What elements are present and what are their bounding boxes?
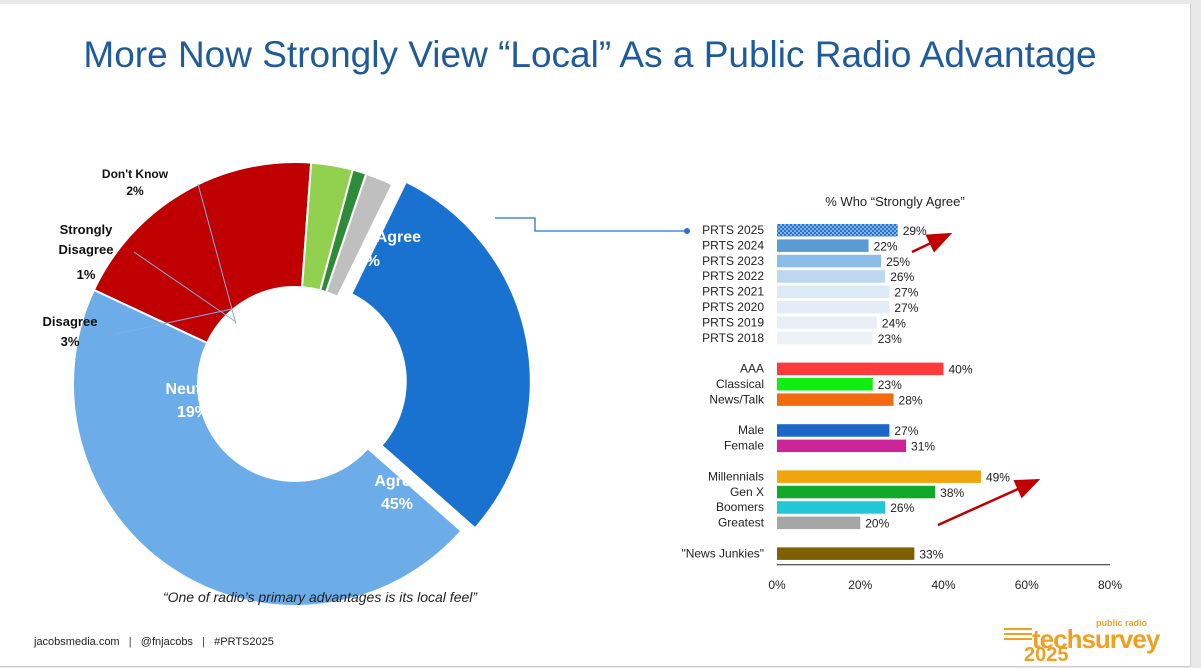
- donut-value-agree: 45%: [381, 496, 413, 513]
- footer-site: jacobsmedia.com: [34, 636, 120, 648]
- bar-prts-2022: [777, 270, 886, 283]
- bar-label-female: Female: [724, 439, 764, 453]
- bar-x-tick-label: 20%: [848, 578, 872, 592]
- bar-male: [777, 424, 890, 437]
- bar-prts-2019: [777, 316, 877, 329]
- bar-label-prts-2022: PRTS 2022: [702, 269, 764, 283]
- connector-line: [495, 217, 687, 232]
- logo-speed-lines: [1004, 628, 1032, 648]
- donut-value-don-t-know: 2%: [126, 184, 144, 198]
- donut-value-neutral: 19%: [177, 404, 209, 421]
- bar-classical: [777, 378, 873, 391]
- bar-label-gen-x: Gen X: [730, 485, 764, 499]
- bar-label-prts-2018: PRTS 2018: [702, 331, 764, 345]
- slide: More Now Strongly View “Local” As a Publ…: [0, 4, 1191, 667]
- footer-hashtag: #PRTS2025: [214, 636, 274, 648]
- bar-prts-2021: [777, 285, 890, 299]
- bar-female: [777, 439, 907, 453]
- bar-prts-2018: [777, 331, 873, 345]
- footer: jacobsmedia.com | @fnjacobs | #PRTS2025: [34, 636, 274, 648]
- bar-label-prts-2024: PRTS 2024: [702, 238, 764, 252]
- bar-gen-x: [777, 485, 936, 499]
- slide-title: More Now Strongly View “Local” As a Publ…: [83, 34, 1097, 75]
- bar-news-junkies: [777, 547, 915, 560]
- bar-value-greatest: 20%: [865, 517, 889, 531]
- bar-label-millennials: Millennials: [708, 469, 764, 483]
- donut-slice-don-t-know: [324, 172, 394, 299]
- bar-value-prts-2018: 23%: [878, 332, 902, 346]
- bar-value-prts-2021: 27%: [894, 286, 918, 300]
- bar-value-gen-x: 38%: [940, 486, 964, 500]
- bar-greatest: [777, 516, 861, 530]
- logo-year: 2025: [1024, 644, 1069, 666]
- bar-label-boomers: Boomers: [716, 500, 764, 514]
- bar-value-millennials: 49%: [986, 470, 1010, 484]
- connector-dot: [684, 228, 690, 234]
- donut-leader-line: [115, 308, 233, 335]
- logo-main-text: techsurvey: [1032, 624, 1160, 654]
- charts-canvas: Strongly Agree29%Agree45%Neutral19%Disag…: [43, 161, 1122, 607]
- donut-value-strongly-disagree: 1%: [77, 267, 96, 282]
- bar-chart: % Who “Strongly Agree” PRTS 2025 29% PRTS 2…: [495, 194, 1122, 592]
- donut-slice-strongly-agree: [349, 180, 532, 530]
- bar-x-tick-label: 0%: [768, 578, 786, 592]
- bar-label-male: Male: [738, 423, 764, 437]
- bar-value-classical: 23%: [878, 378, 902, 392]
- bar-value-prts-2020: 27%: [894, 301, 918, 315]
- bar-prts-2024: [777, 239, 869, 252]
- bar-prts-2025: [777, 224, 898, 237]
- footer-separator: |: [202, 636, 205, 648]
- bar-x-tick-label: 80%: [1098, 578, 1122, 592]
- donut-label-agree: Agree: [374, 473, 419, 490]
- bar-value-prts-2023: 25%: [886, 255, 910, 269]
- bar-value-prts-2024: 22%: [874, 239, 898, 253]
- footer-handle: @fnjacobs: [140, 636, 193, 648]
- bar-label-prts-2019: PRTS 2019: [702, 315, 764, 329]
- donut-label-strongly-disagree: Strongly: [60, 222, 113, 237]
- quote-caption: “One of radio’s primary advantages is it…: [162, 589, 478, 605]
- bar-boomers: [777, 501, 886, 514]
- bar-value-boomers: 26%: [890, 501, 914, 515]
- bar-value-male: 27%: [894, 424, 918, 438]
- donut-value-disagree: 3%: [61, 334, 80, 349]
- logo-small-text: public radio: [1096, 618, 1148, 628]
- donut-label-disagree: Disagree: [43, 314, 98, 329]
- donut-chart: Strongly Agree29%Agree45%Neutral19%Disag…: [43, 161, 532, 607]
- bar-prts-2023: [777, 254, 882, 268]
- bar-label-news-junkies: "News Junkies": [681, 546, 764, 560]
- bar-label-greatest: Greatest: [718, 516, 765, 530]
- techsurvey-logo: public radio techsurvey 2025: [1004, 614, 1174, 666]
- bar-value-aaa: 40%: [949, 363, 973, 377]
- footer-separator: |: [128, 636, 132, 648]
- donut-label-neutral: Neutral: [165, 381, 220, 398]
- bar-x-tick-label: 60%: [1015, 578, 1039, 592]
- bar-label-classical: Classical: [716, 377, 764, 391]
- bar-value-news-junkies: 33%: [919, 547, 943, 561]
- bar-label-prts-2023: PRTS 2023: [702, 254, 764, 268]
- bar-value-news-talk: 28%: [899, 393, 923, 407]
- trend-arrow: [911, 232, 953, 254]
- donut-leader-line: [133, 251, 237, 323]
- bar-millennials: [777, 470, 981, 483]
- bar-value-prts-2022: 26%: [890, 270, 914, 284]
- bar-label-prts-2020: PRTS 2020: [702, 300, 764, 314]
- donut-label-strongly-disagree: Disagree: [59, 242, 114, 257]
- bar-value-prts-2025: 29%: [903, 224, 927, 238]
- donut-slice-neutral: [92, 161, 313, 345]
- trend-arrow: [937, 478, 1041, 527]
- bar-x-tick-label: 40%: [931, 578, 955, 592]
- bar-aaa: [777, 362, 944, 376]
- bar-prts-2020: [777, 301, 890, 314]
- bar-label-prts-2021: PRTS 2021: [702, 285, 764, 299]
- bar-value-prts-2019: 24%: [882, 316, 906, 330]
- bar-label-news-talk: News/Talk: [709, 392, 765, 406]
- bar-chart-title: % Who “Strongly Agree”: [825, 194, 964, 209]
- donut-leader-line: [197, 183, 237, 325]
- bar-value-female: 31%: [911, 440, 935, 454]
- donut-label-don-t-know: Don't Know: [102, 167, 169, 181]
- donut-slice-agree: [72, 288, 463, 607]
- bar-news-talk: [777, 393, 894, 406]
- bar-label-prts-2025: PRTS 2025: [702, 223, 764, 237]
- bar-label-aaa: AAA: [740, 362, 764, 376]
